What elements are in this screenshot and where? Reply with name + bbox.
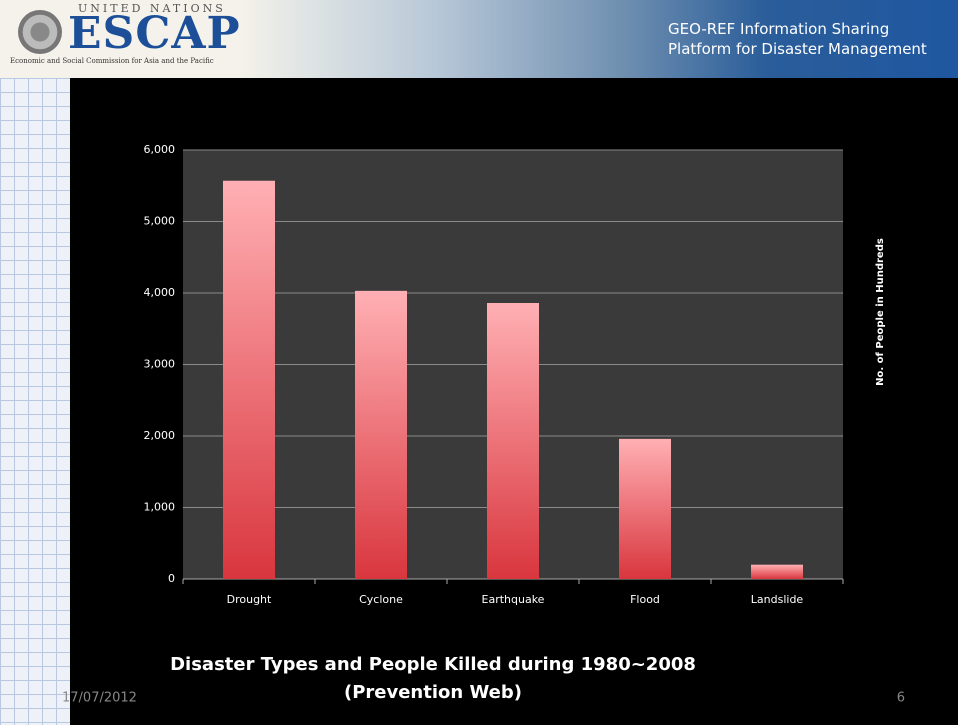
bar [751, 564, 803, 579]
y-tick-label: 5,000 [144, 215, 176, 228]
y-tick-label: 1,000 [144, 501, 176, 514]
x-tick-label: Drought [227, 593, 272, 606]
chart-title: Disaster Types and People Killed during … [170, 654, 696, 675]
page-number: 6 [897, 691, 905, 706]
org-small: UNITED NATIONS [78, 2, 226, 15]
org-full: Economic and Social Commission for Asia … [10, 57, 214, 65]
x-tick-label: Cyclone [359, 593, 403, 606]
chart-subtitle: (Prevention Web) [344, 682, 522, 703]
bar [619, 438, 671, 579]
bar [355, 290, 407, 579]
tagline: GEO-REF Information Sharing Platform for… [668, 19, 927, 59]
y-tick-label: 0 [168, 572, 175, 585]
y-axis-label: No. of People in Hundreds [875, 238, 886, 386]
y-tick-label: 6,000 [144, 143, 176, 156]
x-tick-label: Flood [630, 593, 660, 606]
side-grid [0, 78, 70, 725]
org-logo: ESCAP [68, 8, 241, 59]
bar [223, 180, 275, 579]
bar [487, 303, 539, 579]
un-emblem [18, 10, 62, 54]
tagline-line: GEO-REF Information Sharing [668, 20, 890, 38]
x-tick-label: Landslide [751, 593, 804, 606]
tagline-line: Platform for Disaster Management [668, 40, 927, 58]
x-tick-label: Earthquake [482, 593, 545, 606]
y-tick-label: 2,000 [144, 429, 176, 442]
y-tick-label: 3,000 [144, 358, 176, 371]
footer-date: 17/07/2012 [62, 691, 137, 706]
y-tick-label: 4,000 [144, 286, 176, 299]
banner: UNITED NATIONS ESCAP Economic and Social… [0, 0, 958, 78]
